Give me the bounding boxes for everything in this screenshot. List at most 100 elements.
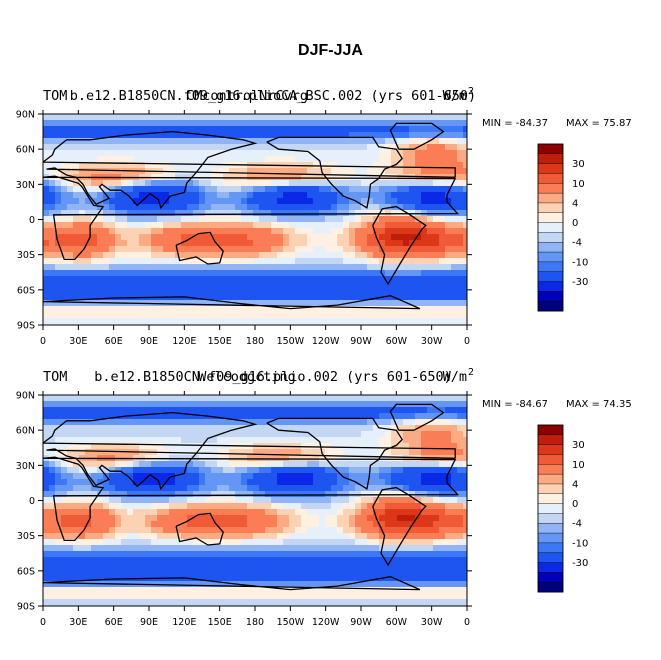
- panel2-title-overlay: Welcodgcting: [198, 369, 296, 385]
- panel2-x-tick-label: 90W: [350, 617, 372, 628]
- panel1-title-center: b.e12.B1850CN.f09_g16.plioCA_BSC.002 (yr…: [70, 88, 476, 104]
- panel1-field: [43, 114, 467, 325]
- panel2-colorbar-label: -10: [572, 538, 588, 549]
- panel2-colorbar-label: -4: [572, 519, 582, 530]
- panel2-x-tick-label: 60W: [386, 617, 408, 628]
- panel2-coastlines: [43, 403, 460, 591]
- panel2-y-tick-label: 60S: [17, 566, 35, 577]
- panel1-colorbar-box: [537, 173, 564, 184]
- panel1-min-label: MIN = -84.37: [482, 118, 548, 129]
- panel2-colorbar-label: 10: [572, 460, 585, 471]
- panel2-colorbar-box: [537, 444, 564, 455]
- panel1-colorbar-box: [537, 192, 564, 204]
- panel2-y-tick-label: 0: [29, 496, 35, 507]
- panel1-colorbar-box: [537, 300, 564, 312]
- panel1-x-tick-label: 60W: [386, 336, 408, 347]
- panel2-colorbar-box: [537, 572, 564, 583]
- panel2-title-center: b.e12.B1850CN.f09_g16.plio.002 (yrs 601-…: [94, 369, 452, 385]
- panel1-colorbar-box: [537, 163, 564, 174]
- panel2-colorbar-box: [537, 503, 564, 514]
- panel1-x-tick-label: 30E: [69, 336, 87, 347]
- panel2-colorbar-box: [537, 581, 564, 593]
- panel1-x-tick-label: 0: [464, 336, 470, 347]
- panel2-colorbar-box: [537, 473, 564, 485]
- panel2-colorbar-box: [537, 552, 564, 564]
- figure-title: DJF-JJA: [298, 42, 363, 59]
- panel1-y-tick-label: 90N: [16, 110, 35, 121]
- panel2-colorbar-label: 4: [572, 479, 578, 490]
- panel1-y-tick-label: 30S: [17, 250, 35, 261]
- panel1-colorbar-box: [537, 232, 564, 243]
- panel1-x-tick-label: 180: [246, 336, 264, 347]
- panel2-colorbar-label: 0: [572, 499, 578, 510]
- panel1-max-label: MAX = 75.87: [566, 118, 632, 129]
- panel1-title-left: TOM: [43, 88, 67, 104]
- panel2-colorbar-label: -30: [572, 558, 588, 569]
- panel2-x-tick-label: 30E: [69, 617, 87, 628]
- panel1-colorbar-box: [537, 183, 564, 194]
- panel1-colorbar-box: [537, 202, 564, 214]
- panel1-colorbar-label: 10: [572, 179, 585, 190]
- panel1-y-tick-label: 60N: [16, 145, 35, 156]
- panel2-y-tick-label: 30S: [17, 531, 35, 542]
- panel1-colorbar-box: [537, 153, 564, 165]
- panel1-x-tick-label: 120E: [172, 336, 196, 347]
- panel2-colorbar-box: [537, 523, 564, 534]
- panel1-x-tick-label: 60E: [105, 336, 123, 347]
- panel2-x-tick-label: 30W: [421, 617, 443, 628]
- panel1-colorbar-box: [537, 251, 564, 263]
- panel1-colorbar-box: [537, 212, 564, 224]
- panel2-title-right: W/m: [443, 369, 467, 385]
- panel1-x-axis: 0 30E 60E 90E 120E 150E 180 150W 120W 90W 60W 30W 0: [40, 110, 470, 347]
- panel2-x-tick-label: 60E: [105, 617, 123, 628]
- panel1-colorbar-box: [537, 242, 564, 253]
- panel2-x-axis: 0 30E 60E 90E 120E 150E 180 150W 120W 90W 60W 30W 0: [40, 391, 470, 628]
- panel1-y-tick-label: 90S: [17, 321, 35, 332]
- panel1-colorbar-label: 4: [572, 198, 578, 209]
- panel2-x-tick-label: 90E: [140, 617, 158, 628]
- panel2-colorbar-box: [537, 532, 564, 544]
- panel2-x-tick-label: 0: [464, 617, 470, 628]
- panel2-min-label: MIN = -84.67: [482, 399, 548, 410]
- panel1-colorbar-label: -4: [572, 238, 582, 249]
- panel2-colorbar-label: 30: [572, 440, 585, 451]
- panel2-title-left: TOM: [43, 369, 67, 385]
- panel1-x-tick-label: 150E: [208, 336, 232, 347]
- panel2-y-axis: 90N 60N 30N 0 30S 60S 90S: [16, 391, 472, 613]
- panel1-colorbar-label: 0: [572, 218, 578, 229]
- panel1-x-tick-label: 90E: [140, 336, 158, 347]
- panel2-colorbar-box: [537, 493, 564, 505]
- panel2-x-tick-label: 120E: [172, 617, 196, 628]
- panel1-colorbar-box: [537, 143, 564, 155]
- panel1-colorbar-box: [537, 291, 564, 302]
- panel1-x-tick-label: 30W: [421, 336, 443, 347]
- panel1-x-tick-label: 120W: [312, 336, 340, 347]
- panel2-title-right-sup: 2: [468, 367, 474, 378]
- panel1-colorbar-box: [537, 281, 564, 292]
- panel2-map: 0 30E 60E 90E 120E 150E 180 150W 120W 90W 60W 30W 09…: [16, 367, 632, 628]
- panel1-colorbar: 30 10 4 0 -4 -10 -30: [537, 143, 588, 312]
- panel1-colorbar-box: [537, 261, 564, 273]
- panel1-y-tick-label: 30N: [16, 180, 35, 191]
- panel1-x-tick-label: 0: [40, 336, 46, 347]
- panel2-colorbar-box: [537, 424, 564, 436]
- panel1-y-tick-label: 0: [29, 215, 35, 226]
- panel1-colorbar-label: -10: [572, 257, 588, 268]
- panel2-field: [43, 395, 467, 606]
- panel2-x-tick-label: 150W: [277, 617, 305, 628]
- panel1-title-right: W/m: [443, 88, 467, 104]
- panel2-y-tick-label: 60N: [16, 426, 35, 437]
- panel1-coastlines: [43, 122, 460, 310]
- panel1-y-tick-label: 60S: [17, 285, 35, 296]
- panel1-x-tick-label: 90W: [350, 336, 372, 347]
- panel2-y-tick-label: 30N: [16, 461, 35, 472]
- panel1-colorbar-box: [537, 222, 564, 233]
- panel2-x-tick-label: 0: [40, 617, 46, 628]
- panel2-colorbar-box: [537, 434, 564, 446]
- panel2-colorbar-box: [537, 513, 564, 524]
- panel2-colorbar-box: [537, 483, 564, 495]
- panel1-colorbar-label: -30: [572, 277, 588, 288]
- panel2-y-tick-label: 90N: [16, 391, 35, 402]
- panel1-title-right-sup: 2: [468, 86, 474, 97]
